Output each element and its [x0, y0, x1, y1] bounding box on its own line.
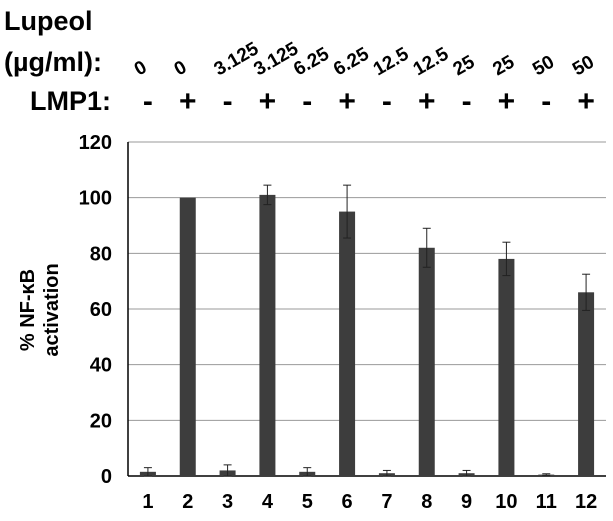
- y-axis-title: % NF-κB activation: [17, 263, 63, 356]
- lupeol-value-label: 12.5: [370, 43, 413, 80]
- lupeol-value-label: 6.25: [330, 43, 373, 80]
- lmp1-value-label: -: [143, 85, 153, 118]
- lupeol-value-label: 0: [171, 57, 191, 80]
- lupeol-value-label: 12.5: [410, 43, 453, 80]
- bar: [578, 292, 595, 476]
- lmp1-value-label: -: [223, 85, 233, 118]
- lupeol-value-label: 50: [569, 52, 598, 81]
- y-tick-label: 20: [90, 410, 112, 432]
- error-bars: [143, 184, 591, 477]
- lmp1-value-label: -: [382, 85, 392, 118]
- lmp1-value-label: -: [302, 85, 312, 118]
- x-tick-label: 4: [262, 491, 274, 513]
- bar: [259, 194, 276, 476]
- bar: [498, 258, 515, 476]
- x-tick-label: 3: [222, 491, 233, 513]
- lupeol-value-label: 25: [450, 51, 479, 80]
- x-tick-label: 12: [575, 491, 597, 513]
- x-axis-ticks: 1 2 3 4 5 6 7 8 9 10 11 12: [142, 491, 597, 513]
- y-tick-label: 0: [101, 466, 112, 488]
- x-tick-label: 1: [142, 491, 153, 513]
- gridlines: [128, 141, 606, 477]
- lupeol-unit-label: (µg/ml):: [4, 47, 102, 77]
- lmp1-value-label: +: [338, 85, 356, 118]
- y-axis-title-line-2: activation: [41, 263, 63, 356]
- lupeol-value-label: 0: [131, 57, 151, 80]
- y-tick-label: 80: [90, 243, 112, 265]
- lmp1-status-row: - + - + - + - + - + - +: [143, 85, 595, 118]
- lmp1-value-label: -: [462, 85, 472, 118]
- lmp1-value-label: -: [541, 85, 551, 118]
- x-tick-label: 7: [381, 491, 392, 513]
- y-axis-ticks: 0 20 40 60 80 100 120: [79, 132, 112, 488]
- y-tick-label: 40: [90, 355, 112, 377]
- lmp1-label: LMP1:: [30, 86, 111, 116]
- lmp1-value-label: +: [179, 85, 197, 118]
- bar: [179, 197, 196, 476]
- x-tick-label: 11: [536, 491, 557, 513]
- lmp1-value-label: +: [498, 85, 516, 118]
- x-tick-label: 9: [461, 491, 472, 513]
- bar: [339, 211, 356, 477]
- x-tick-label: 8: [421, 491, 432, 513]
- x-tick-label: 6: [342, 491, 353, 513]
- x-tick-label: 2: [182, 491, 193, 513]
- lupeol-value-label: 50: [529, 52, 558, 81]
- bars: [139, 194, 595, 477]
- lmp1-value-label: +: [418, 85, 436, 118]
- lmp1-value-label: +: [577, 85, 595, 118]
- lmp1-value-label: +: [259, 85, 277, 118]
- y-axis-title-line-1: % NF-κB: [17, 269, 39, 351]
- y-tick-label: 120: [79, 132, 112, 154]
- lupeol-label: Lupeol: [4, 6, 93, 36]
- x-tick-label: 5: [302, 491, 313, 513]
- y-tick-label: 100: [79, 188, 112, 210]
- lupeol-value-label: 25: [489, 51, 518, 80]
- y-tick-label: 60: [90, 299, 112, 321]
- x-tick-label: 10: [495, 491, 517, 513]
- bar: [418, 247, 435, 476]
